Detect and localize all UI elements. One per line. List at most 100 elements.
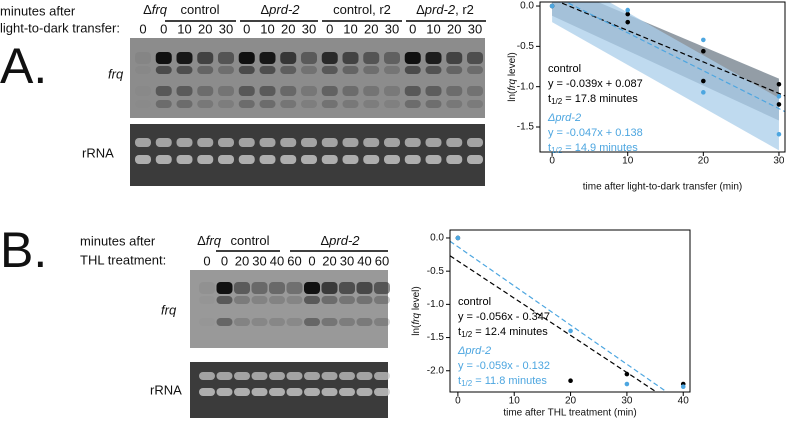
blot-band: [280, 66, 297, 74]
blot-band: [176, 155, 193, 164]
blot-band: [304, 372, 320, 380]
blot-band: [280, 52, 297, 64]
blot-band: [425, 66, 442, 74]
blot-band: [384, 86, 400, 96]
blot-band: [363, 86, 380, 96]
text-part: = 17.8 minutes: [562, 93, 638, 105]
blot-band: [384, 155, 400, 164]
lane-label: 10: [260, 21, 274, 36]
plot-frame: [539, 1, 786, 153]
blot-band: [135, 155, 151, 164]
blot-band: [286, 388, 303, 396]
blot-band: [286, 318, 303, 326]
data-point: [549, 3, 555, 9]
blot-band: [259, 100, 276, 108]
blot-band: [251, 318, 268, 326]
x-tick-label: 20: [565, 396, 577, 407]
blot-band: [280, 138, 297, 147]
blot-band: [259, 66, 276, 74]
x-tick-label: 40: [678, 396, 690, 407]
x-axis-label: time after THL treatment (min): [503, 408, 636, 419]
blot-band: [446, 86, 463, 96]
blot-band: [467, 155, 483, 164]
fit-equation: y = -0.059x - 0.132: [458, 360, 550, 372]
text-part: 1/2: [551, 97, 563, 106]
blot-band: [356, 388, 373, 396]
plot-area: [552, 2, 785, 151]
lane-label: 30: [252, 253, 266, 268]
blot-band: [301, 138, 317, 147]
legend-name: Δprd-2: [457, 345, 491, 357]
blot-band: [425, 138, 442, 147]
y-tick-label: -1.5: [427, 332, 445, 343]
blot-band: [238, 66, 255, 74]
blot-band: [374, 318, 390, 326]
lane-label: 20: [235, 253, 249, 268]
blot-band: [269, 282, 285, 294]
blot-band: [467, 52, 483, 64]
blot-band: [363, 138, 380, 147]
blot-band: [374, 282, 390, 294]
blot-band: [321, 66, 338, 74]
text-part: control, r2: [333, 2, 391, 17]
fit-line: [564, 2, 785, 113]
blot-band: [339, 282, 355, 294]
blot-band: [199, 296, 215, 304]
blot-band: [467, 86, 483, 96]
blot-band: [238, 100, 255, 108]
row-label: light-to-dark transfer:: [0, 20, 120, 35]
blot-band: [286, 296, 303, 304]
text-part: = 14.9 minutes: [562, 142, 638, 154]
blot-band: [301, 52, 317, 64]
blot-band: [216, 372, 233, 380]
blot-band: [467, 100, 483, 108]
row-label: THL treatment:: [80, 252, 166, 267]
blot-band: [321, 52, 338, 64]
lane-label: 0: [409, 21, 416, 36]
blot-band: [197, 52, 214, 64]
text-part: frq: [507, 79, 518, 91]
lane-label: 0: [308, 253, 315, 268]
blot-band: [446, 155, 463, 164]
text-part: t: [548, 142, 551, 154]
blot-band: [356, 372, 373, 380]
blot-band: [135, 52, 151, 64]
blot-band: [197, 66, 214, 74]
blot-band: [176, 52, 193, 64]
blot-band: [155, 138, 172, 147]
blot-band: [446, 138, 463, 147]
blot: [190, 362, 390, 418]
blot-band: [135, 138, 151, 147]
legend-name: control: [458, 296, 491, 308]
blot-band: [339, 388, 355, 396]
blot-band: [301, 66, 317, 74]
blot: [130, 38, 485, 118]
data-point: [455, 235, 461, 241]
text-part: ln(: [411, 324, 422, 336]
lane-label: 0: [203, 253, 210, 268]
blot-band: [404, 100, 421, 108]
blot-band: [342, 52, 359, 64]
fit-line: [557, 2, 785, 97]
lane-label: 10: [343, 21, 357, 36]
blot-band: [339, 372, 355, 380]
lane-label: 60: [287, 253, 301, 268]
text-part: t: [458, 375, 461, 387]
blot-band: [342, 100, 359, 108]
blot-band: [259, 155, 276, 164]
text-part: 1/2: [551, 146, 563, 155]
lane-label: 40: [270, 253, 284, 268]
text-part: prd-2: [424, 2, 456, 17]
fit-equation: y = -0.056x - 0.347: [458, 311, 550, 323]
text-part: level): [411, 286, 422, 313]
blot-band: [251, 372, 268, 380]
text-part: = 12.4 minutes: [472, 326, 548, 338]
blot-band: [363, 66, 380, 74]
blot-band: [342, 66, 359, 74]
blot-band: [356, 318, 373, 326]
y-tick-label: -1.0: [517, 81, 535, 92]
half-life: t1/2 = 17.8 minutes: [548, 93, 638, 106]
group-label: Δprd-2, r2: [416, 2, 474, 17]
blot-band: [259, 86, 276, 96]
data-point: [701, 48, 706, 54]
